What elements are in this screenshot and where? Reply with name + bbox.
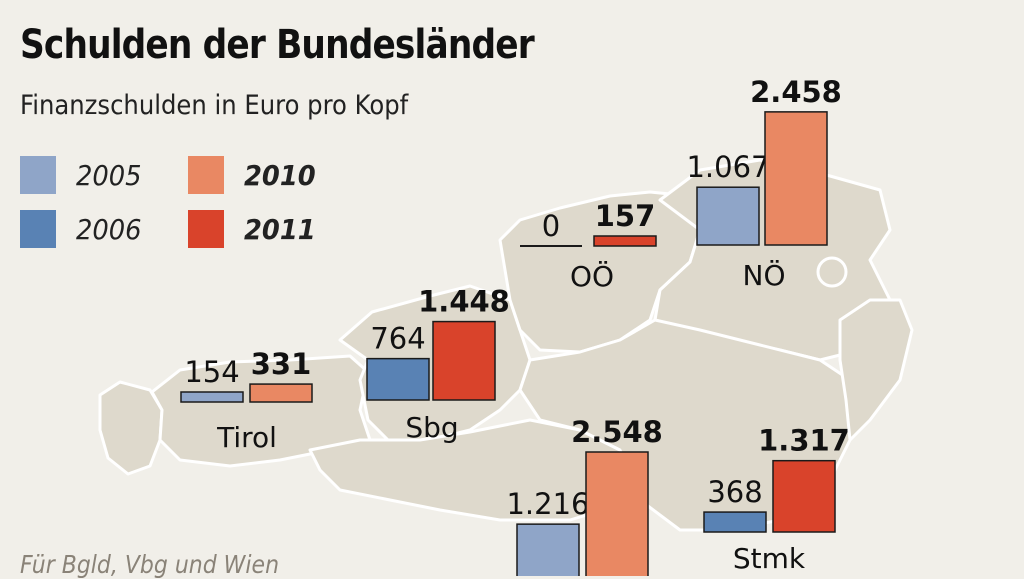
bar-2011 bbox=[432, 320, 496, 401]
legend-label-2005: 2005 bbox=[76, 158, 142, 192]
bar-group-nö: 1.067 2.458 NÖ bbox=[686, 75, 841, 292]
legend-label-2011: 2011 bbox=[244, 212, 316, 246]
chart-title: Schulden der Bundesländer bbox=[20, 22, 535, 68]
bar-2010 bbox=[764, 111, 828, 246]
map-region-wien bbox=[816, 256, 848, 288]
bar-2010 bbox=[249, 383, 313, 403]
bar-2011 bbox=[772, 459, 836, 533]
bar-2005 bbox=[696, 186, 760, 246]
bar-value-label: 154 bbox=[184, 355, 239, 389]
chart-subtitle: Finanzschulden in Euro pro Kopf bbox=[20, 90, 409, 121]
bar-group-stmk: 368 1.317 Stmk bbox=[703, 424, 850, 575]
legend-label-2006: 2006 bbox=[76, 212, 142, 246]
bar-value-label: 368 bbox=[707, 475, 762, 509]
legend: 2005 2010 2006 2011 bbox=[20, 156, 340, 256]
footnote: Für Bgld, Vbg und Wien bbox=[20, 550, 280, 579]
legend-item-2010: 2010 bbox=[188, 156, 322, 194]
legend-swatch-2011 bbox=[188, 210, 224, 248]
bar-value-label: 1.448 bbox=[418, 285, 510, 319]
legend-swatch-2010 bbox=[188, 156, 224, 194]
legend-label-2010: 2010 bbox=[244, 158, 316, 192]
legend-item-2005: 2005 bbox=[20, 156, 147, 194]
legend-swatch-2006 bbox=[20, 210, 56, 248]
legend-item-2011: 2011 bbox=[188, 210, 322, 248]
bar-2006 bbox=[366, 357, 430, 401]
bar-value-label: 157 bbox=[595, 199, 656, 233]
bar-group-oö: 0 157 OÖ bbox=[520, 199, 657, 293]
bar-value-label: 331 bbox=[251, 347, 312, 381]
legend-swatch-2005 bbox=[20, 156, 56, 194]
bar-group-tirol: 154 331 Tirol bbox=[180, 347, 313, 454]
map-region-vorarlberg bbox=[98, 380, 164, 476]
bar-group-unlabeled: 1.216 2.548 bbox=[506, 415, 663, 576]
bar-value-label: 0 bbox=[542, 209, 560, 243]
region-label: Tirol bbox=[216, 421, 277, 454]
bar-value-label: 2.458 bbox=[750, 75, 842, 109]
bar-2005 bbox=[516, 523, 580, 576]
region-label: NÖ bbox=[743, 258, 786, 292]
bar-2005 bbox=[180, 391, 244, 403]
bar-value-label: 2.548 bbox=[571, 415, 663, 449]
legend-item-2006: 2006 bbox=[20, 210, 147, 248]
bar-2010 bbox=[585, 451, 649, 576]
map-region-burgenland bbox=[838, 298, 914, 442]
region-label: Stmk bbox=[733, 542, 806, 575]
bar-2011 bbox=[593, 235, 657, 247]
bar-value-label: 1.216 bbox=[506, 487, 589, 521]
bar-value-label: 764 bbox=[370, 322, 425, 356]
region-label: Sbg bbox=[405, 411, 458, 444]
region-label: OÖ bbox=[570, 259, 614, 293]
bar-2006 bbox=[703, 511, 767, 533]
bar-value-label: 1.317 bbox=[758, 424, 850, 458]
bar-value-label: 1.067 bbox=[686, 150, 769, 184]
